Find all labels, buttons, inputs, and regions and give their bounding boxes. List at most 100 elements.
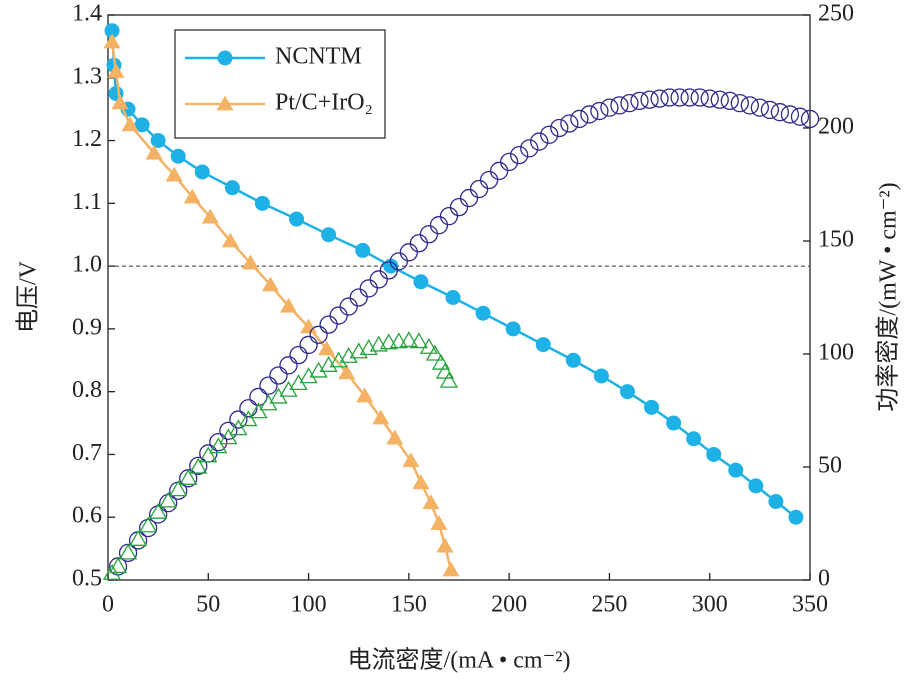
data-point: [413, 274, 429, 290]
data-point: [788, 509, 804, 525]
data-point: [419, 337, 439, 354]
data-point: [389, 252, 408, 271]
y-tick-label: 1.0: [72, 252, 102, 278]
data-point: [720, 91, 739, 111]
legend-label: Pt/C+IrO₂: [275, 90, 373, 116]
x-tick-label: 0: [102, 592, 114, 618]
data-point: [379, 333, 398, 350]
data-point: [229, 410, 248, 429]
data-point: [429, 216, 449, 235]
data-point: [379, 261, 398, 280]
data-point: [239, 399, 258, 418]
data-point: [430, 515, 448, 530]
data-point: [565, 352, 581, 368]
data-point: [790, 107, 810, 126]
data-point: [399, 243, 419, 262]
x-tick-label: 250: [591, 592, 627, 618]
data-point: [107, 63, 125, 78]
data-point: [680, 88, 699, 107]
data-point: [530, 132, 549, 151]
data-point: [442, 561, 460, 577]
data-point: [108, 557, 128, 574]
y-tick-label: 0.8: [72, 377, 102, 403]
data-point: [535, 337, 551, 353]
data-point: [750, 98, 770, 117]
data-point: [499, 152, 519, 172]
data-point: [445, 290, 461, 305]
data-point: [189, 456, 208, 476]
data-point: [619, 384, 635, 400]
data-point: [300, 318, 318, 334]
data-point: [134, 117, 150, 133]
data-point: [159, 491, 178, 508]
data-point: [219, 421, 238, 440]
y-tick-label: 1.2: [72, 126, 102, 152]
data-point: [459, 188, 479, 208]
x-axis-label: 电流密度/(mA • cm⁻²): [348, 647, 571, 674]
data-point: [159, 494, 178, 513]
data-point: [338, 364, 356, 380]
data-point: [386, 429, 404, 445]
data-point: [510, 145, 529, 165]
data-point: [355, 242, 371, 258]
data-point: [149, 502, 168, 519]
y2-tick-label: 0: [818, 566, 830, 592]
data-point: [279, 356, 298, 375]
legend-marker: [216, 95, 234, 111]
data-point: [590, 101, 609, 121]
legend-box: [174, 29, 386, 139]
data-point: [800, 109, 820, 129]
data-point: [121, 116, 139, 132]
data-point: [666, 415, 682, 431]
data-point: [593, 368, 609, 384]
data-point: [670, 88, 689, 107]
data-point: [194, 164, 210, 180]
data-point: [740, 96, 759, 115]
data-point: [389, 332, 408, 349]
data-point: [224, 180, 240, 196]
data-point: [570, 109, 589, 129]
y-tick-label: 0.6: [72, 503, 102, 529]
data-point: [630, 91, 649, 111]
data-point: [280, 297, 298, 313]
y-tick-label: 1.3: [72, 63, 102, 89]
data-point: [349, 288, 368, 307]
x-tick-label: 50: [196, 592, 220, 618]
y-tick-label: 1.4: [72, 1, 102, 27]
data-point: [409, 234, 429, 253]
data-point: [309, 325, 328, 344]
data-point: [259, 376, 278, 395]
data-point: [439, 371, 459, 388]
data-point: [425, 344, 445, 361]
data-point: [138, 516, 158, 533]
data-point: [449, 197, 469, 217]
data-point: [183, 188, 201, 204]
data-point: [610, 96, 629, 115]
data-point: [475, 305, 491, 321]
data-point: [359, 279, 378, 298]
data-point: [770, 103, 790, 122]
data-point: [165, 166, 183, 182]
y2-tick-label: 100: [818, 340, 854, 366]
data-point: [138, 518, 158, 538]
x-tick-label: 200: [491, 592, 527, 618]
data-point: [209, 437, 228, 454]
data-point: [179, 468, 198, 485]
data-point: [318, 340, 336, 356]
data-point: [249, 387, 268, 407]
data-point: [118, 543, 138, 560]
data-point: [170, 148, 186, 164]
data-point: [221, 232, 239, 248]
legend-label: NCNTM: [275, 44, 362, 70]
data-point: [299, 367, 318, 384]
data-point: [686, 431, 702, 447]
data-point: [104, 23, 120, 39]
data-point: [369, 270, 388, 289]
data-point: [201, 208, 219, 224]
data-point: [339, 297, 358, 316]
data-point: [660, 88, 679, 107]
data-point: [289, 345, 308, 365]
data-point: [261, 276, 279, 292]
y2-tick-label: 250: [818, 1, 854, 27]
data-point: [580, 105, 599, 124]
